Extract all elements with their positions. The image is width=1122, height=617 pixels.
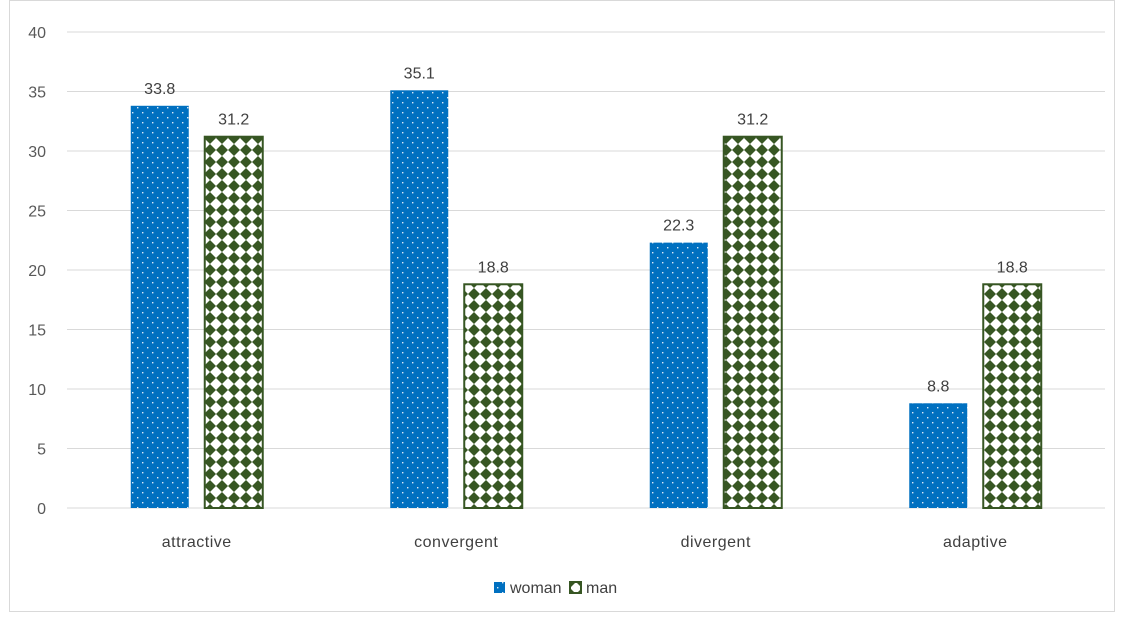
y-tick-label: 30: [28, 144, 46, 161]
y-tick-label: 40: [28, 25, 46, 42]
legend-swatch-woman: [494, 582, 505, 593]
y-tick-label: 35: [28, 85, 46, 102]
x-axis-categories: attractive convergent divergent adaptive: [162, 534, 1008, 551]
bar-man-convergent: [463, 283, 524, 509]
bar-man-attractive: [203, 135, 264, 509]
bar-woman-convergent: [390, 90, 449, 508]
data-label-man-convergent: 18.8: [478, 259, 509, 276]
data-label-man-attractive: 31.2: [218, 112, 249, 129]
category-label-divergent: divergent: [681, 534, 751, 551]
legend-label-man: man: [586, 580, 617, 597]
bar-man-adaptive: [982, 283, 1043, 509]
category-label-adaptive: adaptive: [943, 534, 1008, 551]
y-tick-label: 5: [37, 442, 46, 459]
legend-label-woman: woman: [509, 580, 562, 597]
data-label-man-divergent: 31.2: [737, 112, 768, 129]
data-label-man-adaptive: 18.8: [997, 259, 1028, 276]
bars: [130, 90, 1043, 509]
data-label-woman-attractive: 33.8: [144, 81, 175, 98]
data-label-woman-convergent: 35.1: [404, 65, 435, 82]
bar-man-divergent: [722, 135, 783, 509]
data-label-woman-divergent: 22.3: [663, 218, 694, 235]
legend-swatch-man: [569, 581, 582, 594]
bar-woman-attractive: [130, 105, 189, 508]
y-axis-ticks: 0 5 10 15 20 25 30 35 40: [28, 25, 46, 518]
y-tick-label: 10: [28, 382, 46, 399]
data-labels: 33.8 31.2 35.1 18.8 22.3 31.2 8.8 18.8: [144, 65, 1028, 395]
category-label-convergent: convergent: [414, 534, 498, 551]
y-tick-label: 20: [28, 263, 46, 280]
legend: woman man: [494, 580, 617, 597]
bar-woman-adaptive: [909, 403, 968, 508]
category-label-attractive: attractive: [162, 534, 232, 551]
bar-woman-divergent: [649, 242, 708, 508]
chart-frame: [9, 0, 1115, 612]
y-tick-label: 15: [28, 323, 46, 340]
data-label-woman-adaptive: 8.8: [927, 378, 949, 395]
y-tick-label: 0: [37, 501, 46, 518]
y-tick-label: 25: [28, 204, 46, 221]
